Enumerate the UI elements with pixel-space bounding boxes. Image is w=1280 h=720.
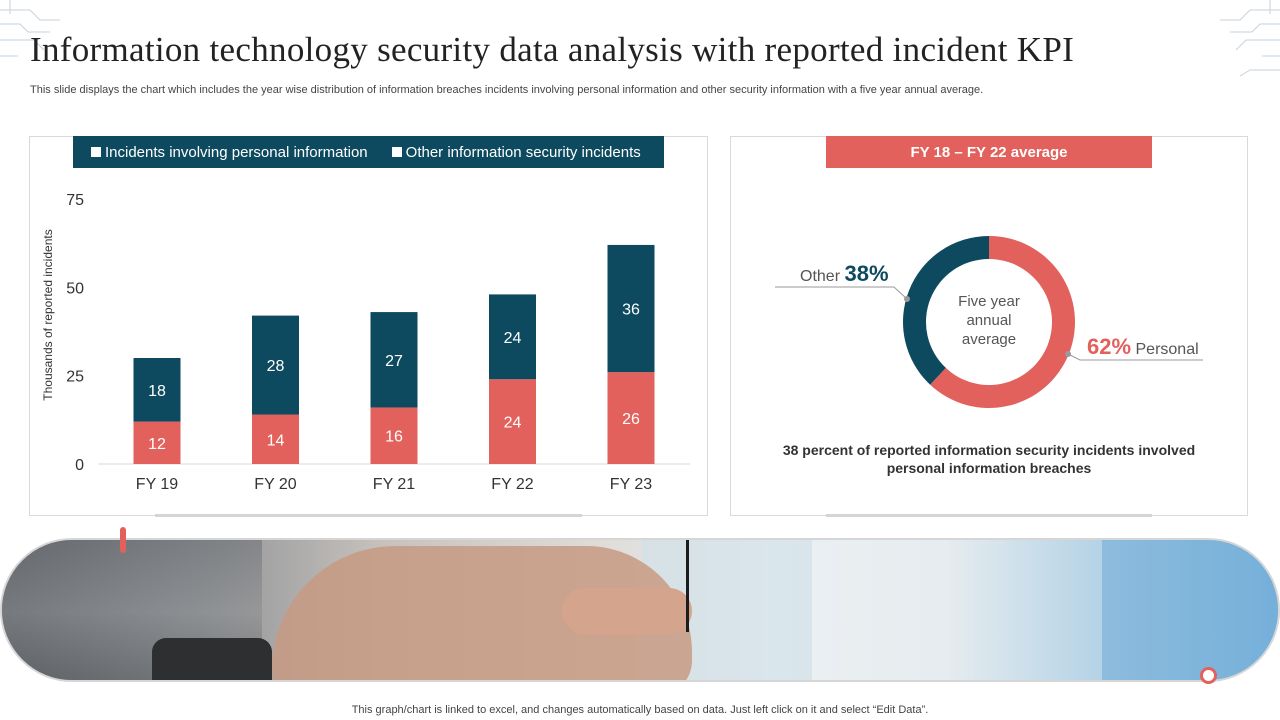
x-tick-label: FY 19 — [136, 476, 179, 493]
donut-label-other-name: Other — [800, 268, 841, 285]
legend-swatch-other — [391, 147, 402, 157]
banner-finger — [562, 588, 692, 634]
bar-personal — [370, 407, 418, 464]
bar-personal — [252, 414, 299, 464]
accent-tick — [120, 527, 126, 553]
donut-slice-other — [902, 236, 989, 385]
legend-item-personal: Incidents involving personal information — [91, 144, 368, 161]
donut-annotation: 38 percent of reported information secur… — [782, 442, 1196, 476]
bar-value-label-other: 27 — [385, 353, 403, 370]
bar-other — [370, 312, 418, 408]
x-tick-label: FY 23 — [610, 476, 653, 493]
donut-label-personal-name: Personal — [1135, 341, 1199, 358]
legend-item-other: Other information security incidents — [391, 143, 641, 161]
bar-other — [489, 294, 536, 380]
donut-label-personal-percent: 62% — [1087, 334, 1132, 359]
bar-other — [252, 315, 299, 415]
bar-value-label-personal: 24 — [504, 415, 522, 432]
average-header: FY 18 – FY 22 average — [826, 136, 1152, 168]
bar-value-label-personal: 16 — [385, 429, 403, 446]
leader-dot-personal — [1065, 351, 1071, 357]
y-tick-label: 50 — [66, 280, 84, 297]
bar-value-label-personal: 26 — [622, 411, 640, 428]
bar-value-label-personal: 12 — [148, 436, 166, 453]
bar-other — [607, 244, 655, 373]
leader-line-personal — [1067, 353, 1203, 361]
y-tick-label: 75 — [66, 192, 84, 209]
donut-label-other-percent: 38% — [844, 261, 889, 286]
legend-label-other: Other information security incidents — [405, 143, 641, 161]
banner-blue-screen — [1102, 540, 1278, 680]
banner-pen — [686, 540, 689, 632]
bar-value-label-other: 18 — [148, 383, 166, 400]
circuit-decoration-left — [0, 0, 60, 57]
bar-value-label-other: 28 — [267, 358, 285, 375]
panel-shadow-left — [155, 514, 582, 517]
bar-value-label-other: 24 — [504, 330, 522, 347]
donut-chart-panel — [730, 136, 1248, 516]
banner-watch — [152, 638, 272, 680]
donut-label-other: Other 38% — [800, 261, 889, 287]
x-tick-label: FY 20 — [254, 476, 297, 493]
footer-note: This graph/chart is linked to excel, and… — [351, 704, 929, 716]
bar-personal — [133, 421, 181, 464]
page-title: Information technology security data ana… — [30, 30, 1075, 69]
bar-personal — [607, 372, 655, 464]
donut-slice-personal — [930, 236, 1075, 408]
x-tick-label: FY 21 — [373, 476, 416, 493]
bar-personal — [489, 379, 536, 464]
leader-dot-other — [904, 296, 910, 302]
accent-dot — [1200, 667, 1217, 684]
donut-label-personal: 62% Personal — [1087, 334, 1199, 360]
legend-label-personal: Incidents involving personal information — [105, 143, 368, 161]
page-subtitle: This slide displays the chart which incl… — [30, 84, 984, 96]
panel-shadow-right — [826, 514, 1152, 517]
bar-value-label-other: 36 — [622, 302, 640, 319]
y-tick-label: 25 — [66, 369, 84, 386]
donut-center-label: Five year annual average — [958, 293, 1020, 348]
leader-line-other — [775, 286, 908, 300]
banner-image — [0, 538, 1280, 682]
y-tick-label: 0 — [75, 457, 84, 474]
chart-legend: Incidents involving personal information… — [73, 136, 664, 168]
bar-value-label-personal: 14 — [267, 432, 285, 449]
legend-swatch-personal — [91, 147, 101, 157]
x-tick-label: FY 22 — [491, 476, 534, 493]
bar-other — [133, 358, 181, 422]
y-axis-label: Thousands of reported incidents — [41, 229, 55, 401]
circuit-decoration-right — [1220, 0, 1280, 77]
